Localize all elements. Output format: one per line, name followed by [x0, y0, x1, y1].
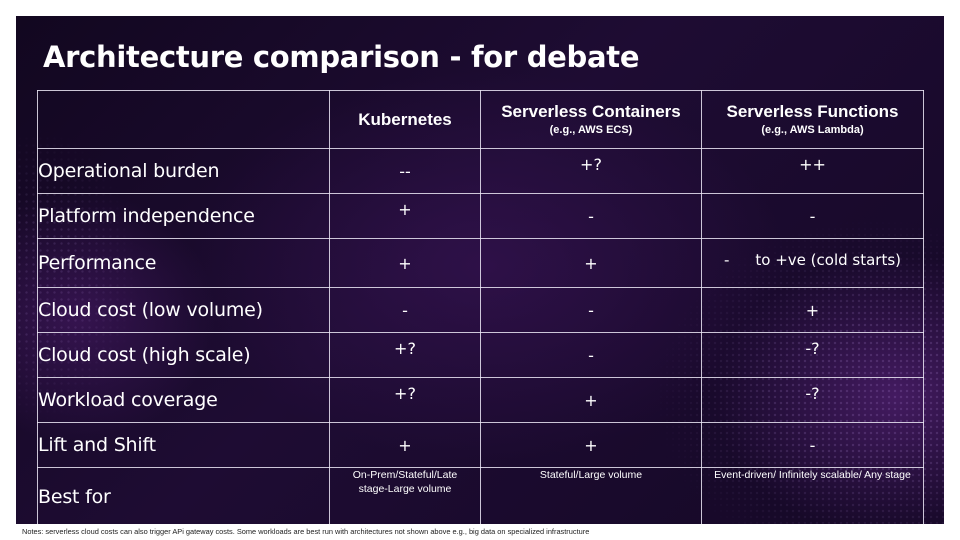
column-header-example: (e.g., AWS Lambda) — [761, 124, 864, 136]
row-label: Platform independence — [37, 193, 330, 239]
cell-kubernetes: + — [329, 238, 481, 288]
cold-start-text: to +ve (cold starts) — [755, 250, 902, 269]
column-header-name: Kubernetes — [358, 109, 452, 129]
table-row-cloud-cost-low-volume: Cloud cost (low volume) - - + — [37, 287, 924, 333]
cell-serverless-containers: + — [480, 422, 702, 468]
cell-kubernetes: -- — [329, 148, 481, 194]
cell-kubernetes: + — [329, 193, 481, 239]
cell-serverless-containers: + — [480, 377, 702, 423]
cell-serverless-functions: -? — [701, 332, 924, 378]
cell-serverless-functions: + — [701, 287, 924, 333]
cell-kubernetes: +? — [329, 332, 481, 378]
comparison-table: Kubernetes Serverless Containers (e.g., … — [37, 90, 924, 524]
table-row-platform-independence: Platform independence + - - — [37, 193, 924, 239]
row-label: Performance — [37, 238, 330, 288]
table-header-row: Kubernetes Serverless Containers (e.g., … — [37, 90, 924, 149]
cell-serverless-functions: Event-driven/ Infinitely scalable/ Any s… — [701, 467, 924, 524]
table-row-workload-coverage: Workload coverage +? + -? — [37, 377, 924, 423]
row-label: Cloud cost (low volume) — [37, 287, 330, 333]
table-row-lift-and-shift: Lift and Shift + + - — [37, 422, 924, 468]
row-label: Lift and Shift — [37, 422, 330, 468]
row-label: Operational burden — [37, 148, 330, 194]
header-empty-cell — [37, 90, 330, 149]
cell-serverless-functions: - to +ve (cold starts) — [701, 238, 924, 288]
cell-serverless-functions: - — [701, 422, 924, 468]
column-header-serverless-functions: Serverless Functions (e.g., AWS Lambda) — [701, 90, 924, 149]
cell-serverless-containers: +? — [480, 148, 702, 194]
table-row-performance: Performance + + - to +ve (cold starts) — [37, 238, 924, 288]
column-header-name: Serverless Containers — [501, 102, 681, 121]
table-row-best-for: Best for On-Prem/Stateful/Late stage-Lar… — [37, 467, 924, 524]
slide: Architecture comparison - for debate Kub… — [16, 16, 944, 524]
cell-serverless-functions: -? — [701, 377, 924, 423]
row-label: Best for — [37, 467, 330, 524]
cold-start-note: - to +ve (cold starts) — [724, 251, 901, 269]
column-header-kubernetes: Kubernetes — [329, 90, 481, 149]
table-row-operational-burden: Operational burden -- +? ++ — [37, 148, 924, 194]
cell-serverless-containers: Stateful/Large volume — [480, 467, 702, 524]
cell-serverless-functions: ++ — [701, 148, 924, 194]
row-label: Workload coverage — [37, 377, 330, 423]
cell-serverless-containers: + — [480, 238, 702, 288]
cell-serverless-containers: - — [480, 287, 702, 333]
slide-title: Architecture comparison - for debate — [43, 40, 640, 74]
column-header-name: Serverless Functions — [726, 102, 899, 121]
column-header-serverless-containers: Serverless Containers (e.g., AWS ECS) — [480, 90, 702, 149]
cell-kubernetes: - — [329, 287, 481, 333]
footnote: Notes: serverless cloud costs can also t… — [22, 527, 590, 536]
table-row-cloud-cost-high-scale: Cloud cost (high scale) +? - -? — [37, 332, 924, 378]
row-label: Cloud cost (high scale) — [37, 332, 330, 378]
column-header-example: (e.g., AWS ECS) — [549, 124, 633, 136]
minus-sign: - — [723, 250, 730, 269]
cell-serverless-containers: - — [480, 332, 702, 378]
cell-serverless-functions: - — [701, 193, 924, 239]
cell-kubernetes: + — [329, 422, 481, 468]
cell-kubernetes: +? — [329, 377, 481, 423]
cell-serverless-containers: - — [480, 193, 702, 239]
cell-kubernetes: On-Prem/Stateful/Late stage-Large volume — [329, 467, 481, 524]
